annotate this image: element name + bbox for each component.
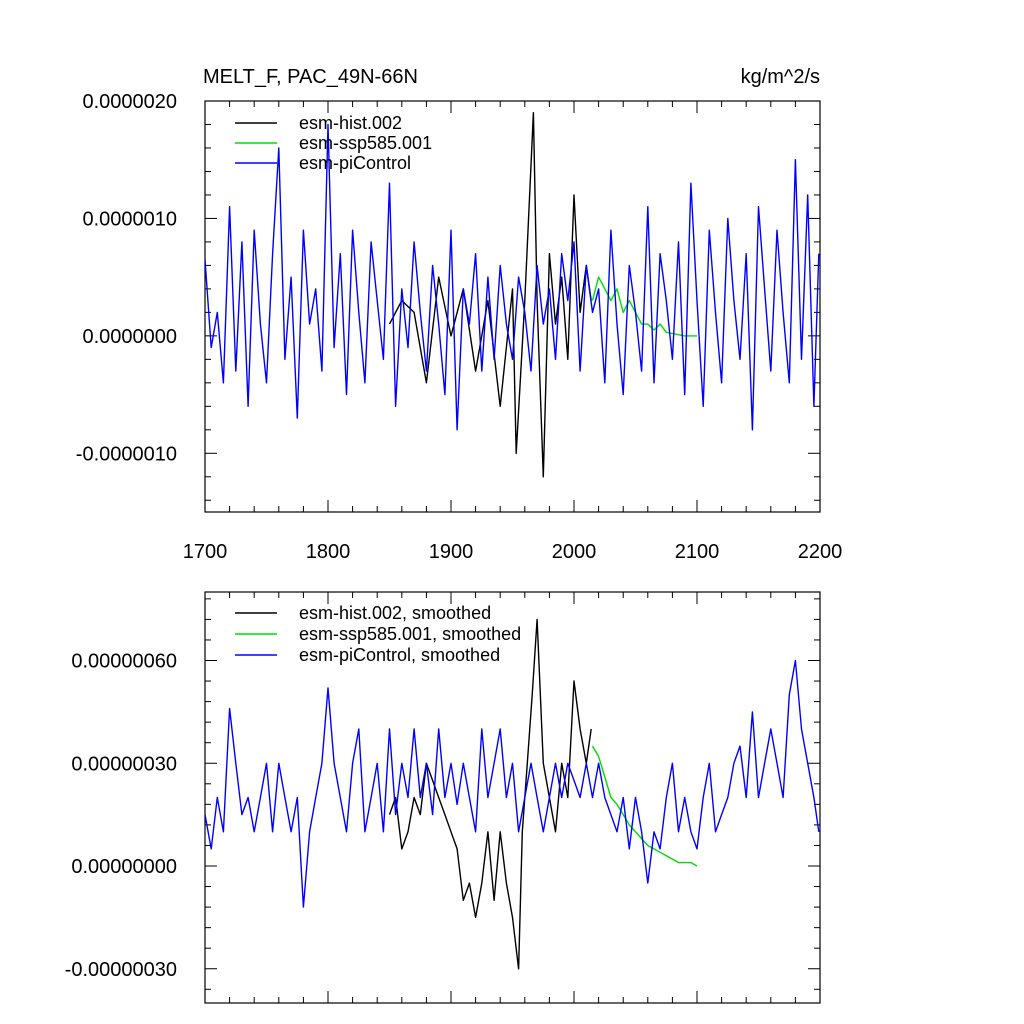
plot-frame xyxy=(204,591,821,1004)
series-line-3 xyxy=(205,123,820,431)
legend-label: esm-piControl, smoothed xyxy=(299,645,500,665)
x-tick-label: 2100 xyxy=(675,541,720,563)
legend-label: esm-ssp585.001, smoothed xyxy=(299,624,521,644)
y-tick-label: 0.0000000 xyxy=(82,326,177,348)
y-tick-label: 0.0000010 xyxy=(82,208,177,230)
series-line-2 xyxy=(591,745,698,867)
panel-2: -0.00000030 0.00000000 0.00000030 0.0000006… xyxy=(65,591,821,1004)
y-tick-label: 0.00000060 xyxy=(71,651,177,673)
panel-1: 1700 1800 1900 2000 2100 2200 -0.0000010 0.0000… xyxy=(76,66,842,563)
chart-title: MELT_F, PAC_49N-66N xyxy=(203,66,418,88)
series-group xyxy=(205,618,820,970)
y-tick-label: 0.00000000 xyxy=(71,856,177,878)
series-line-1 xyxy=(388,111,592,478)
y-tick-label: 0.0000020 xyxy=(82,91,177,113)
series-line-3 xyxy=(205,659,820,908)
x-tick-label: 1800 xyxy=(306,541,351,563)
y-tick-label: -0.0000010 xyxy=(76,443,177,465)
y-tick-label: 0.00000030 xyxy=(71,753,177,775)
legend-label: esm-hist.002 xyxy=(299,113,402,133)
y-tick-label: -0.00000030 xyxy=(65,959,177,981)
series-line-2 xyxy=(591,276,697,337)
units-label: kg/m^2/s xyxy=(741,66,820,88)
legend-label: esm-piControl xyxy=(299,153,411,173)
legend-label: esm-hist.002, smoothed xyxy=(299,603,491,623)
x-tick-label: 2200 xyxy=(798,541,843,563)
x-tick-label: 1900 xyxy=(429,541,474,563)
series-group xyxy=(205,111,820,478)
legend-label: esm-ssp585.001 xyxy=(299,133,432,153)
x-tick-label: 2000 xyxy=(552,541,597,563)
plot-frame xyxy=(204,100,821,513)
x-tick-label: 1700 xyxy=(183,541,228,563)
series-line-1 xyxy=(388,618,592,970)
